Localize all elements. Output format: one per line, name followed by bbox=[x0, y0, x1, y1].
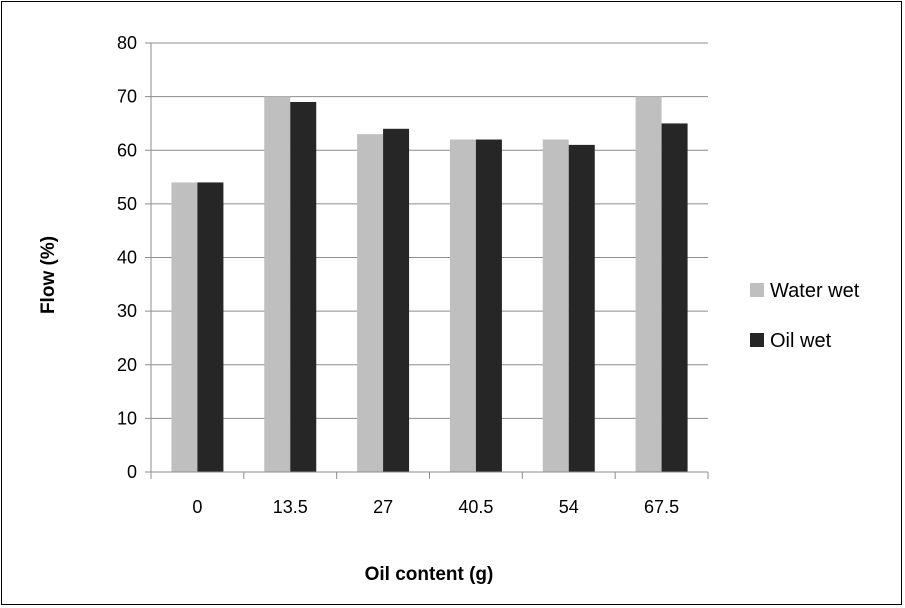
x-tick-label: 54 bbox=[559, 497, 579, 517]
y-tick-label: 10 bbox=[117, 408, 137, 428]
x-axis-title: Oil content (g) bbox=[365, 564, 494, 585]
y-tick-label: 70 bbox=[117, 87, 137, 107]
bar-water-wet bbox=[449, 139, 476, 472]
bar-oil-wet bbox=[568, 144, 595, 472]
bar-oil-wet bbox=[197, 182, 224, 473]
tick-labels: 0 10 20 30 40 50 60 70 80 0 13.5 27 40.5 54 67.5 bbox=[117, 33, 679, 517]
y-tick-label: 80 bbox=[117, 33, 137, 53]
x-tick-label: 40.5 bbox=[458, 497, 493, 517]
bar-water-wet bbox=[357, 134, 384, 472]
y-tick-label: 20 bbox=[117, 355, 137, 375]
legend-label: Oil wet bbox=[770, 330, 832, 352]
y-tick-label: 30 bbox=[117, 301, 137, 321]
legend-swatch bbox=[750, 333, 764, 347]
bar-oil-wet bbox=[290, 101, 317, 473]
x-tick-label: 27 bbox=[373, 497, 393, 517]
legend-label: Water wet bbox=[770, 280, 860, 302]
y-axis-title: Flow (%) bbox=[38, 236, 59, 314]
bar-oil-wet bbox=[475, 139, 502, 472]
y-tick-label: 40 bbox=[117, 248, 137, 268]
legend: Water wet Oil wet bbox=[750, 280, 860, 352]
bar-water-wet bbox=[264, 96, 291, 472]
bars bbox=[171, 96, 688, 473]
y-tick-label: 50 bbox=[117, 194, 137, 214]
x-tick-label: 67.5 bbox=[644, 497, 679, 517]
bar-water-wet bbox=[542, 139, 569, 472]
y-tick-label: 60 bbox=[117, 140, 137, 160]
gridlines bbox=[151, 42, 708, 419]
x-tick-label: 0 bbox=[192, 497, 202, 517]
bar-water-wet bbox=[171, 182, 198, 473]
x-tick-label: 13.5 bbox=[273, 497, 308, 517]
bar-water-wet bbox=[635, 96, 662, 472]
bar-oil-wet bbox=[383, 128, 410, 473]
bar-oil-wet bbox=[661, 123, 688, 472]
axes bbox=[145, 42, 709, 479]
legend-swatch bbox=[750, 283, 764, 297]
y-tick-label: 0 bbox=[127, 462, 137, 482]
